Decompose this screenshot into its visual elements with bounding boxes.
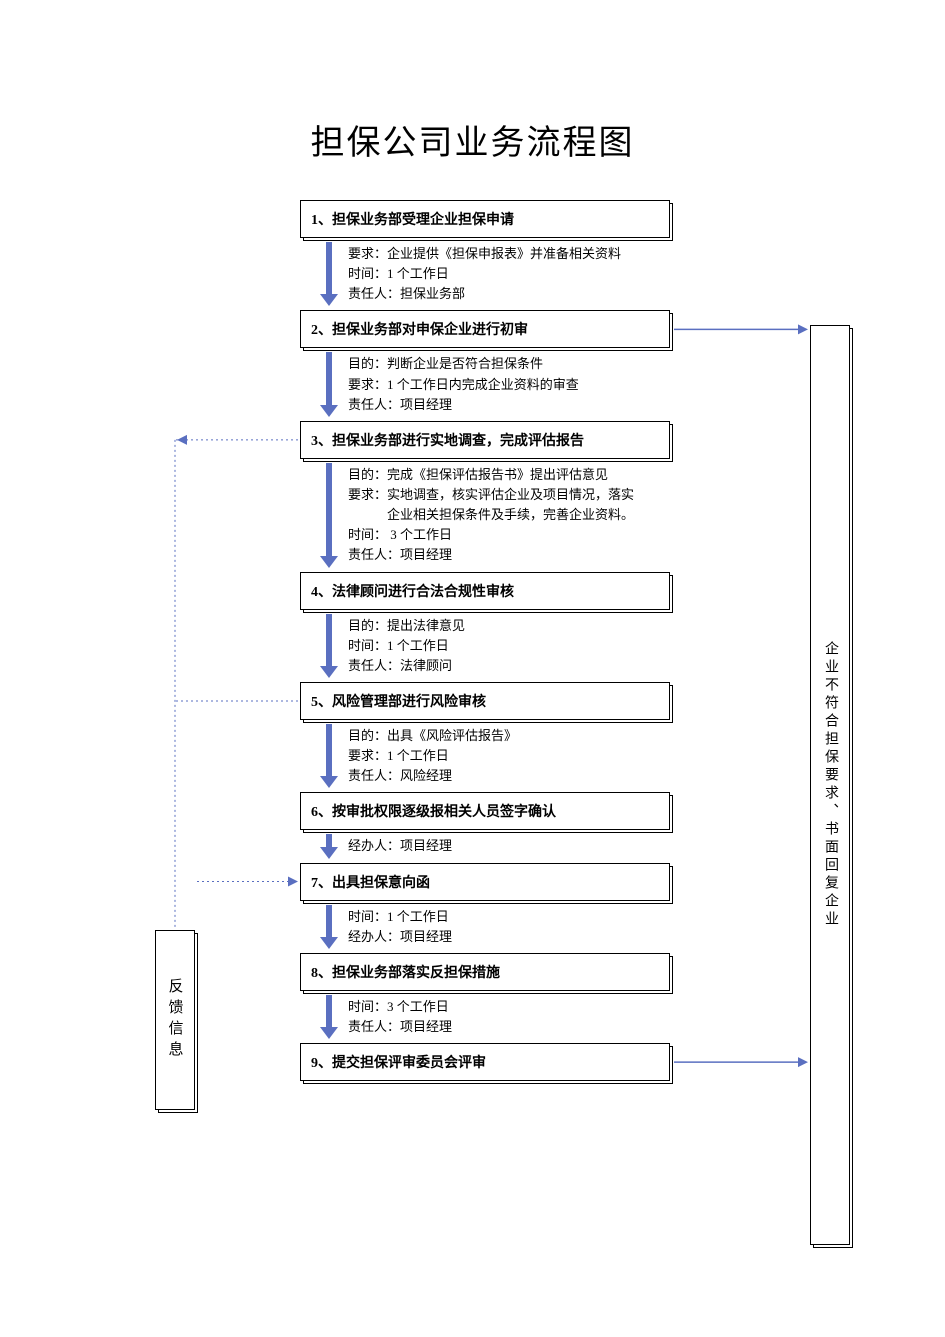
step-3-details: 目的：完成《担保评估报告书》提出评估意见 要求：实地调查，核实评估企业及项目情况… (300, 459, 670, 572)
arrow-down-icon (324, 995, 334, 1039)
page-title: 担保公司业务流程图 (0, 115, 945, 164)
detail-line: 责任人：项目经理 (348, 397, 452, 412)
reject-side-text: 企业不符合担保要求、书面回复企业 (820, 641, 840, 929)
reject-side-box: 企业不符合担保要求、书面回复企业 (810, 325, 850, 1245)
detail-line: 要求：1 个工作日内完成企业资料的审查 (348, 377, 579, 392)
detail-line: 目的：出具《风险评估报告》 (348, 728, 517, 743)
step-7-details: 时间：1 个工作日 经办人：项目经理 (300, 901, 670, 953)
step-2-details: 目的：判断企业是否符合担保条件 要求：1 个工作日内完成企业资料的审查 责任人：… (300, 348, 670, 420)
step-8-box: 8、担保业务部落实反担保措施 (300, 953, 670, 991)
detail-line: 责任人：担保业务部 (348, 286, 465, 301)
arrow-down-icon (324, 614, 334, 678)
detail-line: 责任人：法律顾问 (348, 658, 452, 673)
step-7-box: 7、出具担保意向函 (300, 863, 670, 901)
detail-line: 企业相关担保条件及手续，完善企业资料。 (348, 507, 634, 522)
detail-line: 责任人：项目经理 (348, 547, 452, 562)
detail-line: 责任人：风险经理 (348, 768, 452, 783)
detail-line: 要求：实地调查，核实评估企业及项目情况，落实 (348, 487, 634, 502)
detail-line: 目的：判断企业是否符合担保条件 (348, 356, 543, 371)
arrow-down-icon (324, 352, 334, 416)
step-6-box: 6、按审批权限逐级报相关人员签字确认 (300, 792, 670, 830)
detail-line: 经办人：项目经理 (348, 929, 452, 944)
arrow-down-icon (324, 242, 334, 306)
feedback-side-text: 反馈信息 (165, 978, 186, 1062)
step-3-box: 3、担保业务部进行实地调查，完成评估报告 (300, 421, 670, 459)
step-4-details: 目的：提出法律意见 时间：1 个工作日 责任人：法律顾问 (300, 610, 670, 682)
flowchart-main: 1、担保业务部受理企业担保申请 要求：企业提供《担保申报表》并准备相关资料 时间… (300, 200, 670, 1081)
step-5-details: 目的：出具《风险评估报告》 要求：1 个工作日 责任人：风险经理 (300, 720, 670, 792)
step-1-details: 要求：企业提供《担保申报表》并准备相关资料 时间：1 个工作日 责任人：担保业务… (300, 238, 670, 310)
step-5-box: 5、风险管理部进行风险审核 (300, 682, 670, 720)
detail-line: 经办人：项目经理 (348, 838, 452, 853)
feedback-side-box: 反馈信息 (155, 930, 195, 1110)
step-2-box: 2、担保业务部对申保企业进行初审 (300, 310, 670, 348)
detail-line: 要求：企业提供《担保申报表》并准备相关资料 (348, 246, 621, 261)
arrow-down-icon (324, 905, 334, 949)
arrow-down-icon (324, 834, 334, 858)
detail-line: 目的：完成《担保评估报告书》提出评估意见 (348, 467, 608, 482)
detail-line: 要求：1 个工作日 (348, 748, 449, 763)
step-6-details: 经办人：项目经理 (300, 830, 670, 862)
detail-line: 时间：1 个工作日 (348, 266, 449, 281)
detail-line: 时间： 3 个工作日 (348, 527, 452, 542)
detail-line: 时间：1 个工作日 (348, 638, 449, 653)
detail-line: 目的：提出法律意见 (348, 618, 465, 633)
step-8-details: 时间：3 个工作日 责任人：项目经理 (300, 991, 670, 1043)
arrow-down-icon (324, 724, 334, 788)
detail-line: 时间：1 个工作日 (348, 909, 449, 924)
step-1-box: 1、担保业务部受理企业担保申请 (300, 200, 670, 238)
detail-line: 责任人：项目经理 (348, 1019, 452, 1034)
step-4-box: 4、法律顾问进行合法合规性审核 (300, 572, 670, 610)
arrow-down-icon (324, 463, 334, 568)
detail-line: 时间：3 个工作日 (348, 999, 449, 1014)
step-9-box: 9、提交担保评审委员会评审 (300, 1043, 670, 1081)
